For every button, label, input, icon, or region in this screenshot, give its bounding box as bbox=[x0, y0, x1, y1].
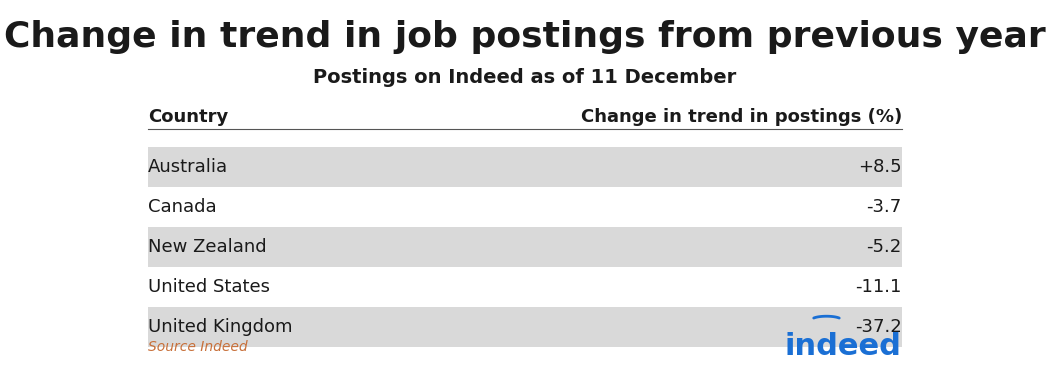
Text: -3.7: -3.7 bbox=[866, 198, 902, 216]
FancyBboxPatch shape bbox=[148, 307, 902, 347]
Text: Change in trend in postings (%): Change in trend in postings (%) bbox=[581, 108, 902, 126]
Text: +8.5: +8.5 bbox=[858, 157, 902, 175]
Text: -11.1: -11.1 bbox=[856, 278, 902, 296]
Text: United Kingdom: United Kingdom bbox=[148, 318, 293, 336]
Text: Source Indeed: Source Indeed bbox=[148, 340, 248, 354]
Text: United States: United States bbox=[148, 278, 270, 296]
Text: indeed: indeed bbox=[785, 332, 902, 361]
Text: -5.2: -5.2 bbox=[866, 238, 902, 256]
FancyBboxPatch shape bbox=[148, 227, 902, 267]
Text: Country: Country bbox=[148, 108, 229, 126]
Text: New Zealand: New Zealand bbox=[148, 238, 267, 256]
Text: Canada: Canada bbox=[148, 198, 216, 216]
Text: Australia: Australia bbox=[148, 157, 228, 175]
FancyBboxPatch shape bbox=[148, 147, 902, 187]
Text: -37.2: -37.2 bbox=[855, 318, 902, 336]
Text: Postings on Indeed as of 11 December: Postings on Indeed as of 11 December bbox=[313, 68, 737, 87]
Text: Change in trend in job postings from previous year: Change in trend in job postings from pre… bbox=[4, 20, 1046, 54]
